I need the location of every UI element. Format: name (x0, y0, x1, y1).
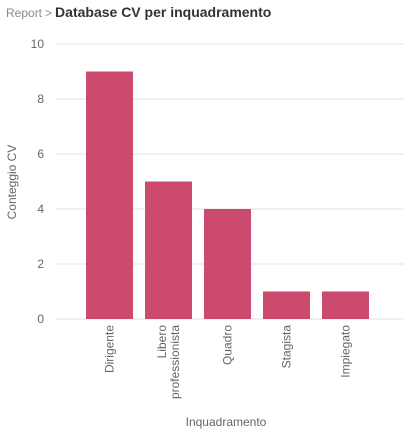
x-axis-title: Inquadramento (186, 415, 267, 429)
y-tick-label: 10 (31, 37, 45, 51)
bars (86, 71, 369, 320)
y-tick-label: 8 (37, 92, 44, 106)
y-axis-ticks: 0 2 4 6 8 10 (31, 37, 45, 326)
x-tick-label-line: Quadro (221, 325, 235, 365)
x-tick-label-line: Dirigente (103, 325, 117, 373)
y-tick-label: 6 (37, 147, 44, 161)
bar[interactable] (204, 209, 251, 319)
x-tick-label: Quadro (221, 325, 235, 365)
bar[interactable] (322, 291, 369, 320)
breadcrumb-report-link[interactable]: Report (6, 6, 43, 20)
x-tick-label-line: Stagista (280, 325, 294, 369)
y-axis-title: Conteggio CV (5, 145, 19, 220)
x-axis-ticks: Dirigente Libero professionista Quadro Stagi… (103, 325, 353, 399)
page-title: Database CV per inquadramento (55, 4, 272, 20)
bar[interactable] (86, 71, 133, 320)
x-tick-label-line: Impiegato (339, 325, 353, 378)
x-tick-label: Dirigente (103, 325, 117, 373)
x-tick-label: Stagista (280, 325, 294, 369)
y-tick-label: 2 (37, 257, 44, 271)
x-tick-label-line: Libero (155, 325, 169, 359)
breadcrumb: Report > Database CV per inquadramento (6, 3, 271, 21)
x-tick-label-line: professionista (168, 325, 182, 399)
y-tick-label: 0 (37, 312, 44, 326)
bar[interactable] (145, 181, 192, 320)
x-tick-label: Libero professionista (155, 325, 182, 399)
y-tick-label: 4 (37, 202, 44, 216)
bar[interactable] (263, 291, 310, 320)
breadcrumb-separator: > (45, 6, 53, 20)
x-tick-label: Impiegato (339, 325, 353, 378)
